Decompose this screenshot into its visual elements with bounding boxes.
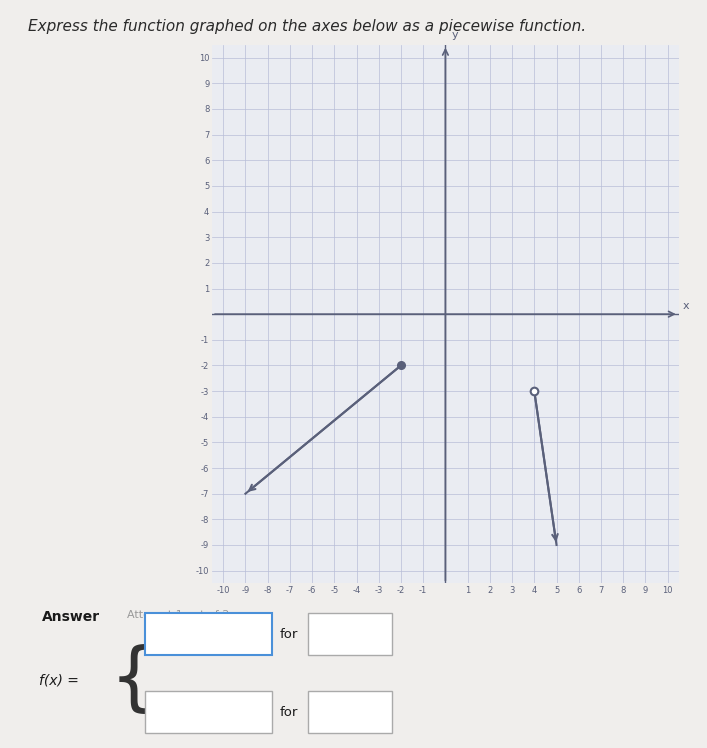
Text: Express the function graphed on the axes below as a piecewise function.: Express the function graphed on the axes… xyxy=(28,19,586,34)
Text: f(x) =: f(x) = xyxy=(39,674,78,687)
Text: {: { xyxy=(110,644,158,717)
Text: x: x xyxy=(683,301,690,311)
Text: Attempt 1 out of 2: Attempt 1 out of 2 xyxy=(127,610,230,620)
FancyBboxPatch shape xyxy=(145,691,272,733)
FancyBboxPatch shape xyxy=(308,613,392,655)
FancyBboxPatch shape xyxy=(308,691,392,733)
FancyBboxPatch shape xyxy=(145,613,272,655)
Text: Answer: Answer xyxy=(42,610,100,625)
Text: for: for xyxy=(279,705,298,719)
Text: y: y xyxy=(452,30,459,40)
Text: for: for xyxy=(279,628,298,641)
